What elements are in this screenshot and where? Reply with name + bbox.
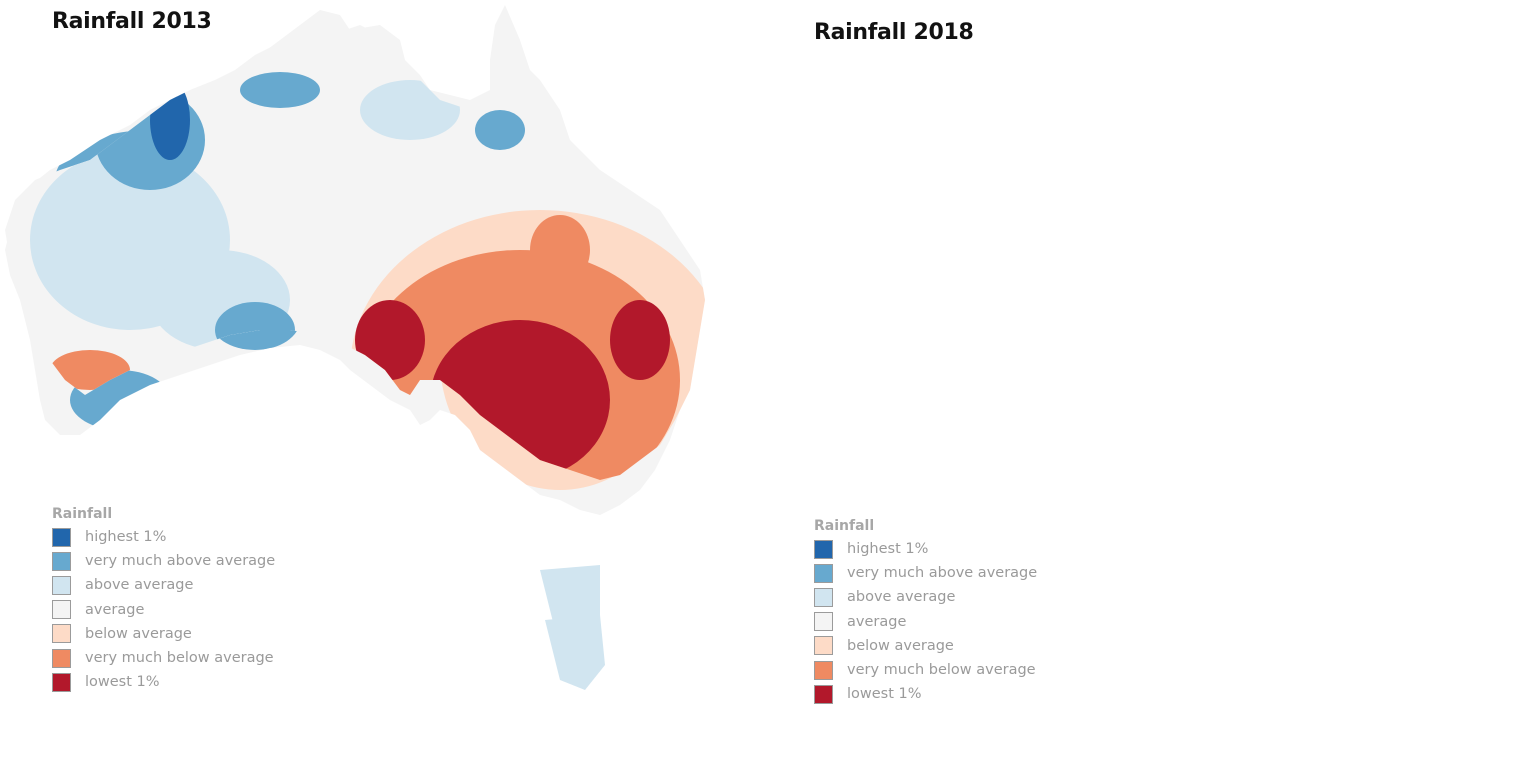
swatch-below bbox=[52, 624, 71, 644]
legend-label: average bbox=[847, 613, 907, 630]
swatch-below bbox=[814, 636, 833, 656]
legend-item-average: average bbox=[52, 598, 275, 622]
legend-item-very-much-above: very much above average bbox=[52, 549, 275, 573]
legend-2013: Rainfall highest 1% very much above aver… bbox=[52, 506, 275, 694]
legend-item-very-much-below: very much below average bbox=[814, 658, 1037, 682]
legend-item-below: below average bbox=[52, 622, 275, 646]
swatch-average bbox=[52, 600, 71, 620]
map-panel-2013: Rainfall 2013 bbox=[52, 9, 212, 34]
swatch-above bbox=[814, 587, 833, 607]
swatch-highest bbox=[52, 527, 71, 547]
legend-label: very much below average bbox=[847, 662, 1036, 679]
legend-label: very much below average bbox=[85, 650, 274, 667]
legend-title: Rainfall bbox=[814, 518, 875, 534]
legend-label: above average bbox=[85, 577, 194, 594]
australia-rainfall-map-2018 bbox=[5, 20, 705, 690]
legend-item-very-much-below: very much below average bbox=[52, 646, 275, 670]
legend-item-highest: highest 1% bbox=[52, 525, 275, 549]
legend-label: below average bbox=[85, 625, 192, 642]
legend-label: very much above average bbox=[85, 553, 276, 570]
swatch-above bbox=[52, 575, 71, 595]
legend-item-above: above average bbox=[52, 573, 275, 597]
swatch-very-much-below bbox=[814, 660, 833, 680]
swatch-average bbox=[814, 612, 833, 632]
swatch-very-much-above bbox=[52, 551, 71, 571]
legend-item-lowest: lowest 1% bbox=[52, 670, 275, 694]
legend-title: Rainfall bbox=[52, 506, 113, 522]
legend-label: very much above average bbox=[847, 565, 1038, 582]
legend-label: highest 1% bbox=[847, 541, 929, 558]
legend-label: lowest 1% bbox=[847, 686, 922, 703]
legend-item-lowest: lowest 1% bbox=[814, 682, 1037, 706]
legend-item-above: above average bbox=[814, 585, 1037, 609]
map-title: Rainfall 2018 bbox=[814, 20, 974, 45]
map-title: Rainfall 2013 bbox=[52, 9, 212, 34]
legend-label: below average bbox=[847, 637, 954, 654]
swatch-lowest bbox=[52, 672, 71, 692]
legend-item-highest: highest 1% bbox=[814, 537, 1037, 561]
legend-label: above average bbox=[847, 589, 956, 606]
swatch-highest bbox=[814, 539, 833, 559]
legend-label: highest 1% bbox=[85, 529, 167, 546]
swatch-very-much-above bbox=[814, 563, 833, 583]
legend-label: lowest 1% bbox=[85, 674, 160, 691]
swatch-lowest bbox=[814, 684, 833, 704]
swatch-very-much-below bbox=[52, 648, 71, 668]
legend-item-below: below average bbox=[814, 634, 1037, 658]
legend-item-average: average bbox=[814, 610, 1037, 634]
legend-item-very-much-above: very much above average bbox=[814, 561, 1037, 585]
legend-label: average bbox=[85, 601, 145, 618]
legend-2018: Rainfall highest 1% very much above aver… bbox=[814, 518, 1037, 706]
